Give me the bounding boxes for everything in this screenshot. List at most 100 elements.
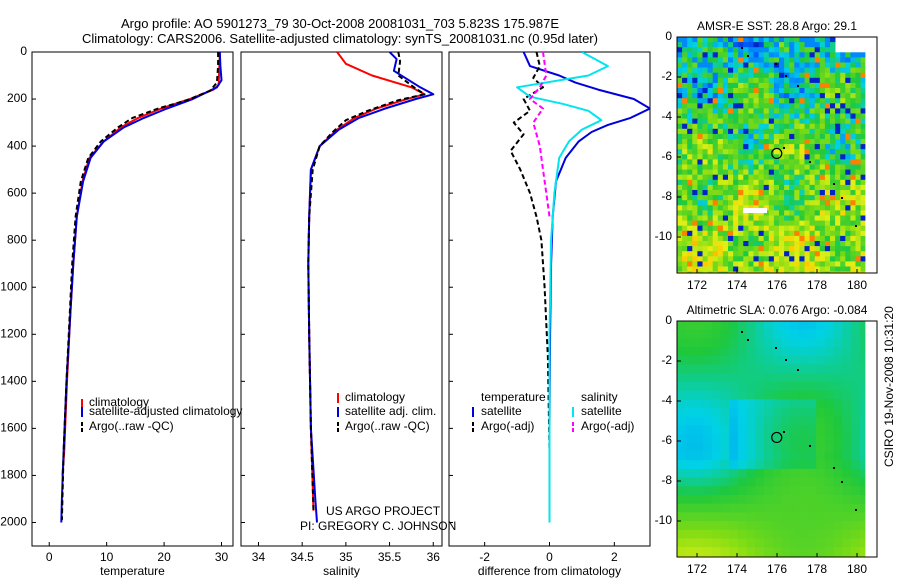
x-tick-label: 34.5: [290, 550, 314, 564]
heatmap-cell: [677, 538, 687, 548]
heatmap-cell: [753, 144, 759, 150]
y-tick-label: 400: [7, 138, 27, 152]
heatmap-cell: [830, 98, 836, 104]
heatmap-cell: [677, 47, 683, 53]
heatmap-cell: [850, 200, 856, 206]
heatmap-cell: [824, 113, 831, 119]
heatmap-cell: [799, 77, 805, 84]
heatmap-cell: [697, 118, 703, 125]
heatmap-cell: [779, 174, 785, 181]
heatmap-cell: [860, 164, 866, 170]
heatmap-cell: [720, 364, 730, 374]
heatmap-cell: [794, 57, 800, 63]
heatmap-cell: [677, 169, 683, 176]
heatmap-cell: [722, 133, 729, 140]
heatmap-cell: [814, 133, 821, 140]
heatmap-cell: [851, 329, 861, 339]
heatmap-cell: [702, 133, 708, 140]
heatmap-cell: [850, 190, 856, 196]
heatmap-cell: [840, 174, 846, 181]
heatmap-cell: [809, 144, 816, 150]
heatmap-cell: [789, 133, 795, 140]
heatmap-cell: [685, 408, 695, 418]
heatmap-cell: [743, 103, 749, 109]
heatmap-cell: [830, 235, 836, 242]
heatmap-cell: [687, 113, 693, 119]
heatmap-cell: [722, 251, 729, 257]
heatmap-cell: [789, 266, 795, 272]
island-marker: [783, 147, 785, 149]
heatmap-cell: [784, 77, 790, 84]
heatmap-cell: [814, 37, 821, 43]
heatmap-cell: [799, 93, 805, 99]
heatmap-cell: [789, 52, 795, 58]
heatmap-cell: [764, 486, 774, 496]
heatmap-cell: [772, 425, 782, 435]
heatmap-cell: [728, 169, 734, 176]
heatmap-cell: [768, 42, 775, 48]
heatmap-cell: [860, 52, 866, 58]
heatmap-cell: [720, 495, 730, 505]
heatmap-cell: [722, 128, 729, 135]
heatmap-cell: [692, 169, 698, 176]
heatmap-cell: [677, 555, 687, 557]
heatmap-cell: [746, 390, 756, 400]
heatmap-cell: [712, 174, 719, 181]
heatmap-cell: [830, 179, 836, 186]
heatmap-cell: [809, 57, 816, 63]
heatmap-cell: [840, 169, 846, 176]
heatmap-cell: [702, 179, 708, 186]
heatmap-cell: [779, 159, 785, 165]
heatmap-cell: [707, 62, 714, 68]
heatmap-cell: [773, 235, 780, 242]
heatmap-cell: [804, 47, 810, 53]
heatmap-cell: [685, 495, 695, 505]
heatmap-cell: [764, 329, 774, 339]
heatmap-cell: [707, 271, 714, 273]
heatmap-cell: [733, 210, 739, 216]
heatmap-cell: [687, 215, 693, 221]
island-marker: [833, 183, 835, 185]
heatmap-cell: [824, 190, 831, 196]
heatmap-cell: [845, 67, 851, 74]
heatmap-cell: [835, 205, 841, 211]
heatmap-cell: [768, 184, 775, 191]
heatmap-cell: [692, 251, 698, 257]
x-tick-label: 178: [807, 278, 827, 292]
heatmap-cell: [859, 338, 866, 348]
heatmap-cell: [707, 230, 714, 237]
heatmap-cell: [789, 190, 795, 196]
heatmap-cell: [697, 133, 703, 140]
heatmap-cell: [720, 512, 730, 522]
heatmap-cell: [743, 195, 749, 201]
heatmap-cell: [748, 215, 754, 221]
heatmap-cell: [789, 179, 795, 186]
heatmap-cell: [712, 139, 719, 145]
heatmap-cell: [814, 190, 821, 196]
heatmap-cell: [738, 235, 744, 242]
heatmap-cell: [814, 261, 821, 267]
heatmap-cell: [694, 373, 704, 383]
heatmap-cell: [772, 468, 782, 478]
heatmap-cell: [738, 98, 744, 104]
heatmap-cell: [677, 381, 687, 391]
heatmap-cell: [697, 169, 703, 176]
heatmap-cell: [746, 538, 756, 548]
heatmap-cell: [824, 416, 834, 426]
heatmap-cell: [677, 144, 683, 150]
heatmap-cell: [687, 77, 693, 84]
y-tick-label: 800: [7, 232, 27, 246]
heatmap-cell: [850, 113, 856, 119]
heatmap-cell: [687, 82, 693, 89]
heatmap-cell: [840, 164, 846, 170]
heatmap-cell: [692, 77, 698, 84]
legend-satellite-adj-label: satellite adj. clim.: [345, 404, 436, 418]
heatmap-cell: [703, 460, 713, 470]
heatmap-cell: [790, 451, 800, 461]
heatmap-cell: [790, 338, 800, 348]
heatmap-cell: [809, 98, 816, 104]
heatmap-cell: [840, 149, 846, 155]
heatmap-cell: [692, 235, 698, 242]
heatmap-cell: [711, 434, 721, 444]
heatmap-cell: [763, 118, 770, 125]
